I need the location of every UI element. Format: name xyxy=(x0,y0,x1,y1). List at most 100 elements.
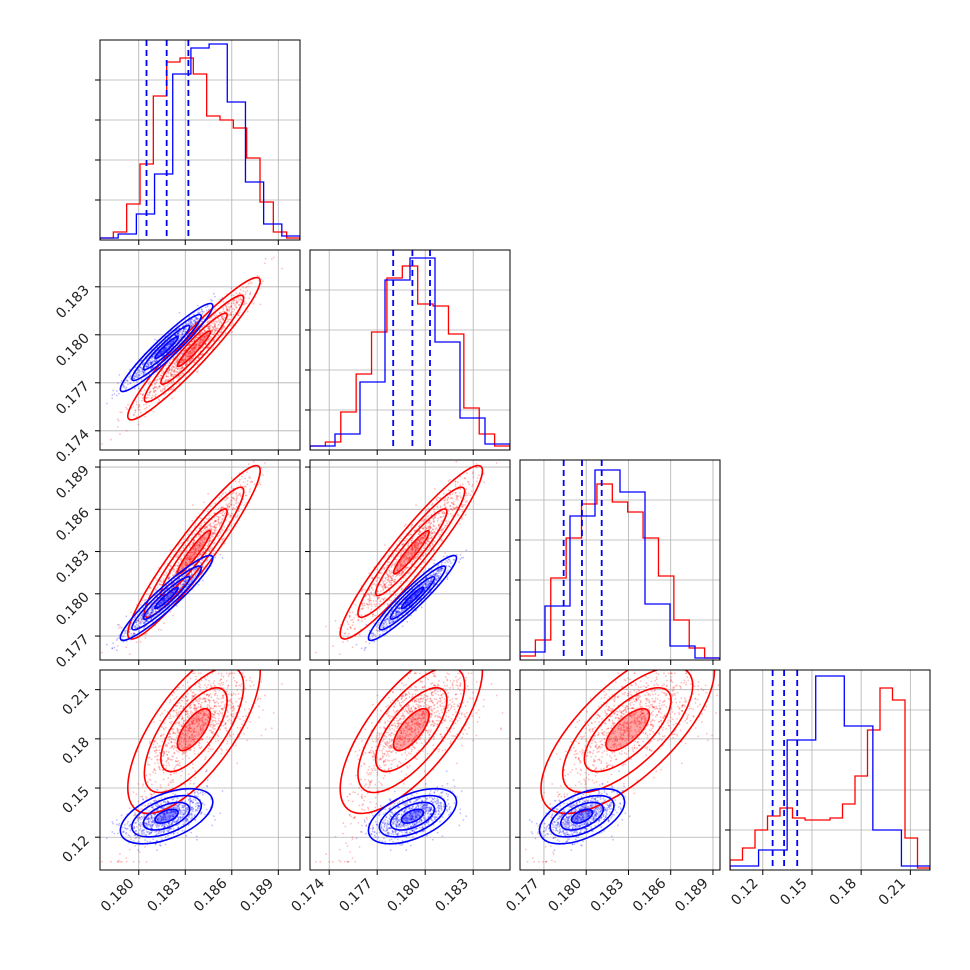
scatter-point-blue xyxy=(150,611,153,614)
scatter-point-red xyxy=(367,603,370,606)
scatter-point-red xyxy=(207,327,209,330)
scatter-point-red xyxy=(475,467,478,469)
scatter-point-red xyxy=(415,555,417,558)
tick-label-y: 0.177 xyxy=(53,632,93,672)
scatter-point-red xyxy=(443,499,446,502)
scatter-point-red xyxy=(449,508,452,510)
scatter-point-red xyxy=(170,374,173,376)
scatter-point-red xyxy=(433,487,436,490)
scatter-point-blue xyxy=(151,609,154,612)
scatter-point-red xyxy=(190,358,192,361)
scatter-point-red xyxy=(116,426,119,428)
scatter-point-red xyxy=(471,483,474,486)
scatter-point-blue xyxy=(151,612,153,615)
scatter-point-red xyxy=(214,528,217,531)
scatter-point-red xyxy=(198,546,201,549)
scatter-point-red xyxy=(125,429,128,432)
scatter-point-red xyxy=(177,544,180,546)
scatter-point-red xyxy=(190,543,192,546)
scatter-point-blue xyxy=(159,352,161,354)
scatter-point-blue xyxy=(160,352,162,355)
scatter-point-red xyxy=(174,370,176,373)
scatter-point-red xyxy=(230,499,233,502)
scatter-point-red xyxy=(197,548,200,551)
scatter-point-red xyxy=(392,553,394,556)
scatter-point-red xyxy=(219,320,222,323)
scatter-point-red xyxy=(197,543,200,546)
scatter-point-red xyxy=(402,570,404,573)
scatter-point-red xyxy=(196,371,199,374)
scatter-point-red xyxy=(214,329,217,332)
scatter-point-red xyxy=(202,310,205,313)
scatter-point-red xyxy=(214,322,216,325)
scatter-point-red xyxy=(154,386,156,389)
scatter-point-red xyxy=(248,476,251,479)
scatter-point-red xyxy=(222,506,225,509)
scatter-point-blue xyxy=(174,334,177,336)
scatter-point-red xyxy=(476,477,479,480)
scatter-point-red xyxy=(410,551,412,553)
scatter-point-red xyxy=(218,534,221,537)
scatter-point-red xyxy=(201,540,204,543)
scatter-point-red xyxy=(213,516,216,519)
scatter-point-red xyxy=(213,339,215,342)
scatter-point-red xyxy=(228,505,231,508)
scatter-point-red xyxy=(411,552,414,555)
scatter-point-red xyxy=(193,345,196,348)
scatter-point-blue xyxy=(134,375,137,377)
scatter-point-blue xyxy=(170,341,173,344)
scatter-point-red xyxy=(203,527,206,530)
scatter-point-red xyxy=(454,480,457,483)
scatter-point-red xyxy=(199,337,202,340)
scatter-point-red xyxy=(183,349,186,352)
scatter-point-red xyxy=(186,554,189,557)
scatter-point-blue xyxy=(169,594,172,596)
scatter-point-red xyxy=(188,355,191,357)
scatter-point-red xyxy=(433,520,435,523)
scatter-point-blue xyxy=(174,334,177,336)
scatter-point-red xyxy=(239,292,241,295)
scatter-point-red xyxy=(175,367,178,369)
scatter-point-red xyxy=(155,379,158,382)
scatter-point-red xyxy=(198,544,200,547)
scatter-point-red xyxy=(171,370,173,372)
scatter-point-blue xyxy=(138,369,141,371)
scatter-point-red xyxy=(253,483,256,486)
scatter-point-red xyxy=(186,556,189,559)
scatter-point-red xyxy=(242,498,245,501)
scatter-point-red xyxy=(174,361,177,363)
scatter-point-red xyxy=(199,553,202,556)
scatter-point-red xyxy=(463,498,466,501)
scatter-point-red xyxy=(388,581,391,584)
scatter-point-red xyxy=(374,605,377,608)
scatter-point-blue xyxy=(181,329,183,332)
scatter-point-red xyxy=(361,602,364,605)
scatter-point-red xyxy=(390,579,393,582)
scatter-point-blue xyxy=(179,337,182,339)
scatter-point-red xyxy=(163,387,166,390)
scatter-point-red xyxy=(245,502,248,504)
scatter-point-red xyxy=(215,329,217,332)
scatter-point-blue xyxy=(194,568,197,571)
scatter-point-red xyxy=(199,554,202,557)
scatter-point-red xyxy=(347,623,350,626)
scatter-point-red xyxy=(182,351,185,354)
scatter-point-red xyxy=(180,353,183,355)
scatter-point-red xyxy=(208,338,210,340)
scatter-point-blue xyxy=(183,580,186,583)
scatter-point-red xyxy=(213,314,216,317)
scatter-point-red xyxy=(232,299,235,302)
scatter-point-red xyxy=(235,495,238,497)
scatter-point-red xyxy=(218,323,221,326)
scatter-point-red xyxy=(234,303,237,306)
scatter-point-red xyxy=(172,388,174,391)
scatter-point-blue xyxy=(164,348,167,351)
scatter-point-red xyxy=(213,328,216,331)
scatter-point-blue xyxy=(190,320,192,323)
scatter-point-red xyxy=(214,519,217,522)
scatter-point-red xyxy=(205,529,207,532)
scatter-point-red xyxy=(416,547,418,550)
scatter-point-red xyxy=(432,548,435,551)
scatter-point-red xyxy=(189,350,192,353)
scatter-point-red xyxy=(195,343,197,346)
